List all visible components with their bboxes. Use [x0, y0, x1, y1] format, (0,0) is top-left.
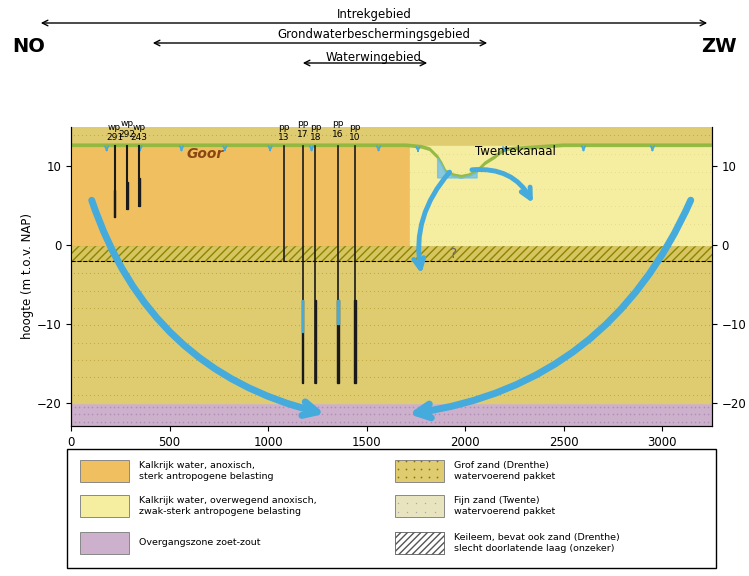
Text: Fijn zand (Twente)
watervoerend pakket: Fijn zand (Twente) watervoerend pakket — [454, 496, 555, 516]
Text: Twentekanaal: Twentekanaal — [475, 146, 556, 158]
Text: wp
243: wp 243 — [130, 123, 148, 142]
Bar — [80, 532, 130, 554]
Bar — [395, 532, 443, 554]
Text: Grof zand (Drenthe)
watervoerend pakket: Grof zand (Drenthe) watervoerend pakket — [454, 461, 555, 481]
Polygon shape — [71, 403, 712, 426]
Text: Grondwaterbeschermingsgebied: Grondwaterbeschermingsgebied — [277, 28, 470, 41]
Bar — [395, 495, 443, 517]
Bar — [302, 300, 303, 383]
Text: pp
16: pp 16 — [333, 119, 344, 139]
Polygon shape — [437, 158, 477, 178]
Text: pp
17: pp 17 — [297, 119, 309, 139]
Polygon shape — [71, 144, 712, 178]
Bar — [139, 178, 140, 206]
Text: Keileem, bevat ook zand (Drenthe)
slecht doorlatende laag (onzeker): Keileem, bevat ook zand (Drenthe) slecht… — [454, 533, 619, 553]
Text: Kalkrijk water, anoxisch,
sterk antropogene belasting: Kalkrijk water, anoxisch, sterk antropog… — [139, 461, 273, 481]
Bar — [354, 300, 356, 383]
Polygon shape — [71, 127, 712, 403]
Text: Goor: Goor — [187, 147, 224, 161]
Text: ?: ? — [450, 248, 457, 262]
Text: pp
10: pp 10 — [349, 123, 361, 142]
Bar — [395, 460, 443, 482]
Bar — [302, 300, 303, 332]
Text: pp
18: pp 18 — [310, 123, 321, 142]
Text: wp
291: wp 291 — [106, 123, 123, 142]
Polygon shape — [410, 146, 712, 245]
Text: wp
292: wp 292 — [119, 119, 136, 139]
Bar — [80, 495, 130, 517]
Text: ZW: ZW — [701, 36, 737, 55]
Bar — [114, 190, 115, 217]
X-axis label: afstand (m): afstand (m) — [353, 452, 430, 465]
Text: Waterwingebied: Waterwingebied — [326, 51, 422, 64]
Y-axis label: hoogte (m t.o.v. NAP): hoogte (m t.o.v. NAP) — [21, 214, 34, 339]
Text: pp
13: pp 13 — [278, 123, 290, 142]
Polygon shape — [71, 146, 410, 245]
Text: Intrekgebied: Intrekgebied — [336, 8, 411, 21]
Text: Overgangszone zoet-zout: Overgangszone zoet-zout — [139, 539, 261, 548]
Bar — [337, 300, 339, 383]
Text: NO: NO — [12, 36, 45, 55]
Text: Kalkrijk water, overwegend anoxisch,
zwak-sterk antropogene belasting: Kalkrijk water, overwegend anoxisch, zwa… — [139, 496, 317, 516]
Bar — [80, 460, 130, 482]
Bar — [127, 182, 128, 210]
Polygon shape — [71, 245, 712, 261]
Bar — [337, 300, 339, 324]
Bar — [315, 300, 316, 383]
Bar — [395, 532, 443, 554]
